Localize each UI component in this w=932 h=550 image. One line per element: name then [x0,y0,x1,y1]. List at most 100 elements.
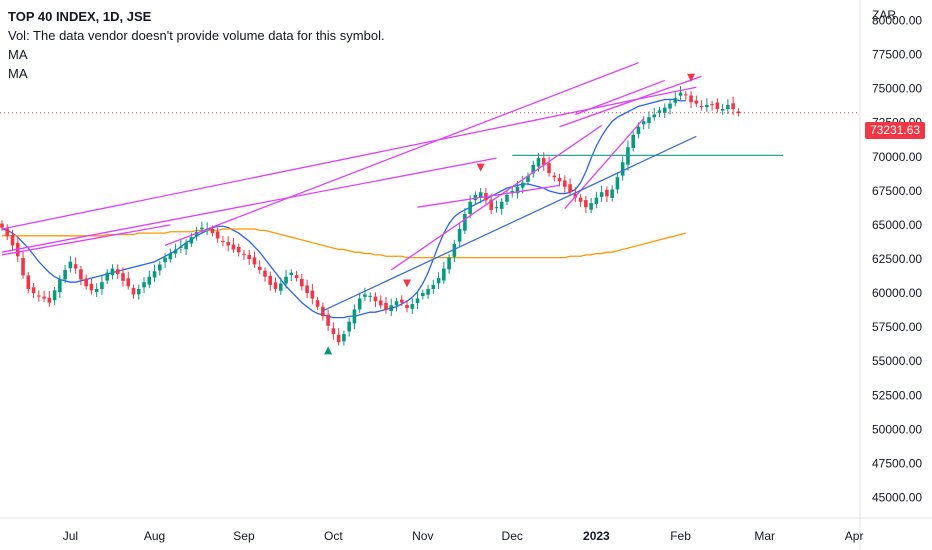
candle-body [405,305,409,309]
candle-body [179,246,183,248]
candle-body [684,94,688,96]
candle-body [263,270,267,277]
candle-body [215,231,220,239]
trendline[interactable] [417,184,560,208]
candle-body [452,244,457,257]
candle-body [136,288,141,295]
candle-body [84,278,88,287]
candle-body [399,299,404,303]
candle-body [268,275,273,285]
candle-body [26,275,31,289]
candle-body [384,302,388,310]
candle-body [110,268,115,276]
x-tick-label: Sep [233,529,255,543]
x-tick-label: Dec [502,529,523,543]
candle-body [10,235,15,246]
y-tick-label: 60000.00 [872,286,922,300]
candle-body [289,272,294,276]
x-tick-label: Mar [754,529,775,543]
candle-body [620,162,625,176]
candle-body [731,103,735,110]
candle-body [42,296,46,299]
candle-body [526,175,530,182]
candle-body [189,237,194,244]
candle-body [373,296,378,302]
candle-body [715,102,720,110]
candle-body [315,300,320,307]
candle-body [668,103,672,109]
candle-body [478,192,483,198]
candle-body [126,278,131,287]
candle-body [584,200,588,208]
candle-body [121,273,125,281]
y-tick-label: 77500.00 [872,48,922,62]
candle-body [557,178,562,182]
candle-body [352,309,357,324]
candle-body [142,282,146,288]
last-price-badge: 73231.63 [865,122,926,139]
candle-body [252,257,257,265]
trendline[interactable] [575,79,665,116]
x-tick-label: Aug [144,529,165,543]
candle-body [589,203,593,210]
chart-title: TOP 40 INDEX, 1D, JSE [8,9,152,24]
candle-body [726,104,730,110]
candle-body [468,201,472,215]
candle-body [578,197,583,202]
buy-marker [324,346,333,355]
trendline[interactable] [164,62,639,246]
candle-body [210,229,215,234]
candle-body [0,223,4,228]
candle-body [326,314,330,326]
candle-body [47,297,52,303]
candle-body [541,158,546,165]
candle-body [357,298,362,310]
candle-body [536,158,541,167]
trendline[interactable] [559,75,702,128]
x-tick-label: Apr [845,529,864,543]
candle-body [515,186,520,194]
candle-body [31,287,36,294]
trendline[interactable] [564,118,645,209]
candle-body [310,290,315,299]
trendline[interactable] [1,224,171,256]
candle-body [94,288,99,292]
candle-body [58,279,62,292]
candle-body [520,182,525,188]
y-tick-label: 50000.00 [872,422,922,436]
candle-body [552,175,557,178]
candle-body [100,282,104,289]
candle-body [599,192,604,197]
candle-body [662,107,667,113]
candle-body [257,266,262,270]
candle-body [678,92,683,96]
candle-body [363,294,367,297]
candle-body [200,227,204,230]
candle-body [321,306,325,317]
candle-body [52,290,57,301]
candle-body [705,104,709,108]
candle-body [163,257,167,262]
candle-body [410,303,415,309]
volume-note: Vol: The data vendor doesn't provide vol… [8,28,385,43]
x-tick-label: 2023 [583,529,610,543]
candle-body [73,264,78,269]
candle-body [300,278,304,287]
candle-body [89,283,94,291]
candle-body [152,271,157,278]
y-tick-label: 52500.00 [872,388,922,402]
candle-body [431,284,436,289]
candle-body [131,287,136,295]
candle-body [421,293,425,297]
trendline[interactable] [1,157,497,253]
trendline[interactable] [1,86,697,230]
sell-marker [403,279,412,288]
candle-body [294,275,299,279]
trendline[interactable] [390,124,603,271]
candle-body [194,231,199,237]
support-trendline[interactable] [322,135,697,312]
candle-body [147,276,152,285]
candle-body [158,264,162,271]
